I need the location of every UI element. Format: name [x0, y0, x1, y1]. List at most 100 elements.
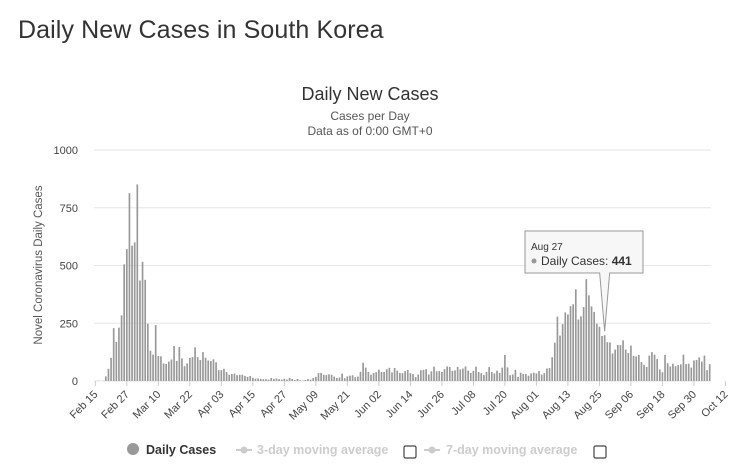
bar[interactable]: [118, 327, 120, 381]
bar[interactable]: [451, 370, 454, 381]
bar[interactable]: [535, 373, 538, 381]
bar[interactable]: [511, 374, 514, 381]
bar[interactable]: [488, 367, 490, 381]
bar[interactable]: [191, 356, 194, 381]
bar[interactable]: [125, 249, 128, 381]
bar[interactable]: [614, 349, 617, 381]
bar[interactable]: [291, 378, 294, 381]
bar[interactable]: [441, 371, 443, 381]
bar[interactable]: [538, 371, 540, 381]
bar[interactable]: [280, 379, 283, 381]
bar[interactable]: [438, 371, 441, 381]
legend-item-7day-average[interactable]: 7-day moving average: [424, 443, 607, 459]
bar[interactable]: [551, 357, 553, 381]
bar[interactable]: [215, 362, 217, 381]
bar[interactable]: [412, 374, 414, 381]
bar[interactable]: [385, 369, 388, 381]
bar[interactable]: [708, 364, 711, 381]
bar[interactable]: [320, 372, 322, 381]
bar[interactable]: [388, 367, 391, 381]
bar[interactable]: [393, 368, 396, 381]
bar[interactable]: [401, 373, 404, 381]
bar[interactable]: [278, 379, 280, 381]
bar[interactable]: [519, 372, 522, 381]
bar[interactable]: [443, 369, 446, 381]
bar[interactable]: [679, 364, 682, 381]
bar[interactable]: [288, 377, 291, 381]
bar[interactable]: [188, 357, 191, 381]
bar[interactable]: [703, 355, 706, 381]
bar[interactable]: [309, 379, 312, 381]
bar[interactable]: [483, 374, 485, 381]
bar[interactable]: [357, 376, 359, 381]
bar[interactable]: [194, 347, 196, 381]
bar[interactable]: [338, 377, 341, 381]
bar[interactable]: [131, 245, 133, 381]
bar[interactable]: [425, 369, 427, 381]
bar[interactable]: [572, 304, 574, 381]
bar[interactable]: [170, 359, 173, 381]
bar[interactable]: [611, 353, 614, 381]
bar[interactable]: [585, 279, 588, 381]
bar[interactable]: [304, 380, 307, 381]
bar[interactable]: [273, 378, 275, 381]
bar[interactable]: [238, 374, 241, 381]
bar[interactable]: [149, 350, 152, 381]
bar[interactable]: [154, 325, 157, 381]
bar[interactable]: [420, 370, 422, 381]
bar[interactable]: [540, 374, 543, 381]
bar[interactable]: [624, 349, 627, 381]
bar[interactable]: [493, 373, 496, 381]
bar[interactable]: [630, 345, 632, 381]
bar[interactable]: [157, 356, 160, 381]
bar[interactable]: [165, 363, 168, 381]
legend-item-3day-average[interactable]: 3-day moving average: [236, 443, 417, 459]
bar[interactable]: [112, 328, 115, 381]
bar[interactable]: [196, 357, 199, 381]
bar[interactable]: [693, 360, 695, 381]
bar[interactable]: [128, 193, 131, 381]
bar[interactable]: [496, 370, 498, 381]
bar[interactable]: [141, 261, 144, 381]
bar[interactable]: [672, 363, 674, 381]
bar[interactable]: [656, 359, 659, 381]
bar[interactable]: [532, 372, 535, 381]
bar[interactable]: [330, 374, 333, 381]
bar[interactable]: [362, 362, 364, 381]
legend-3day-checkbox[interactable]: [403, 445, 417, 459]
bar[interactable]: [430, 371, 433, 381]
bar[interactable]: [173, 345, 175, 381]
bar[interactable]: [351, 375, 354, 381]
bar[interactable]: [635, 356, 638, 381]
bar[interactable]: [606, 342, 609, 381]
bar[interactable]: [370, 374, 372, 381]
bar[interactable]: [564, 312, 567, 381]
bar[interactable]: [433, 366, 435, 381]
bar[interactable]: [627, 353, 630, 381]
bar[interactable]: [525, 374, 527, 381]
bar[interactable]: [527, 375, 530, 381]
bar[interactable]: [506, 367, 509, 381]
bars[interactable]: [97, 184, 711, 382]
bar[interactable]: [175, 360, 178, 381]
bar[interactable]: [217, 370, 220, 381]
bar[interactable]: [598, 326, 601, 381]
bar[interactable]: [396, 370, 399, 381]
bar[interactable]: [561, 324, 564, 381]
bar[interactable]: [677, 365, 680, 381]
bar[interactable]: [469, 372, 472, 381]
bar[interactable]: [210, 361, 212, 381]
bar[interactable]: [270, 378, 273, 381]
bar[interactable]: [343, 378, 346, 381]
bar[interactable]: [202, 352, 204, 382]
bar[interactable]: [259, 378, 262, 381]
bar[interactable]: [417, 374, 420, 381]
bar[interactable]: [530, 373, 532, 381]
bar[interactable]: [265, 379, 267, 381]
bar[interactable]: [409, 373, 412, 381]
bar[interactable]: [514, 369, 517, 381]
bar[interactable]: [341, 373, 343, 381]
bar[interactable]: [595, 323, 598, 381]
bar[interactable]: [228, 374, 231, 381]
bar[interactable]: [574, 289, 577, 381]
